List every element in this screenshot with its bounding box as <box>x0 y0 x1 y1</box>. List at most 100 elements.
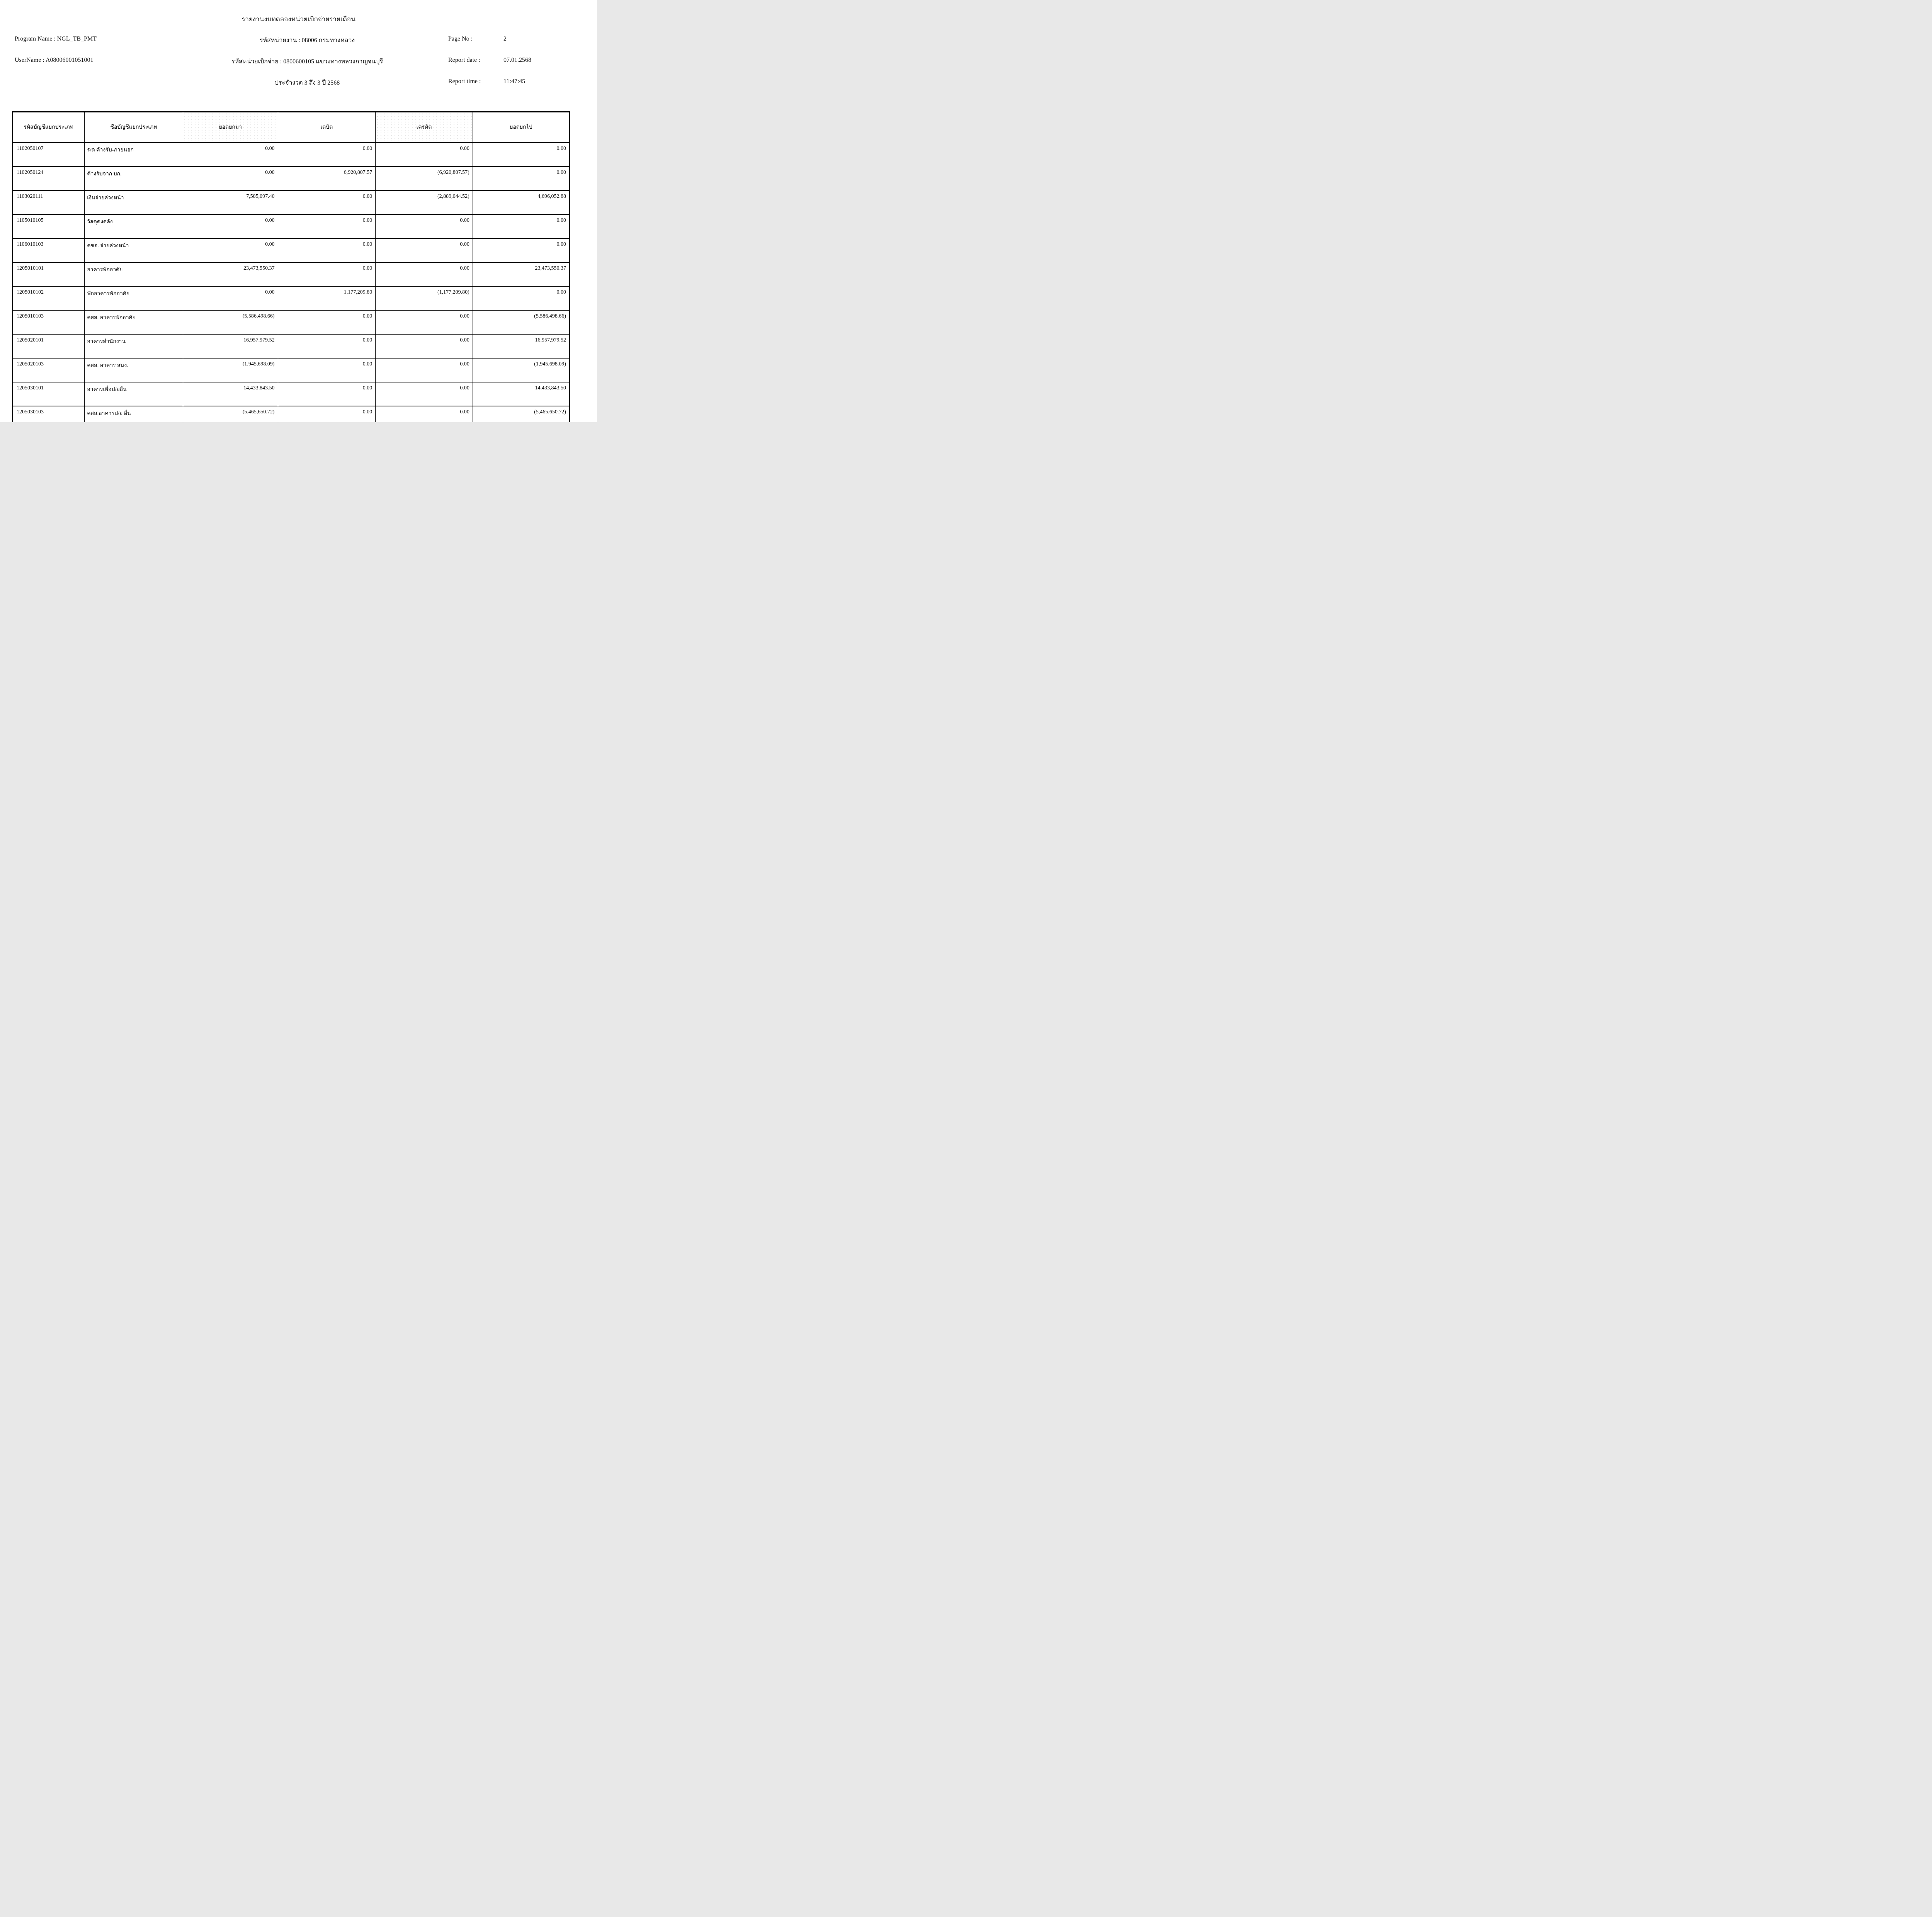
account-name-cell: ร/ด ค้างรับ-ภายนอก <box>84 142 183 167</box>
report-date-label: Report date : <box>448 57 480 63</box>
report-time-label: Report time : <box>448 78 481 85</box>
account-name-cell: คสส. อาคารพักอาศัย <box>84 310 183 335</box>
closing-balance-cell: 0.00 <box>472 214 570 239</box>
table-row: 1105010105 วัสดุคงคลัง 0.00 0.00 0.00 0.00 <box>12 214 570 239</box>
agency-code-line: รหัสหน่วยงาน : 08006 กรมทางหลวง <box>259 37 355 44</box>
credit-cell: 0.00 <box>375 310 473 335</box>
debit-cell: 0.00 <box>277 214 376 239</box>
credit-cell: 0.00 <box>375 406 473 422</box>
account-name-cell: อาคารสำนักงาน <box>84 334 183 359</box>
opening-balance-cell: 0.00 <box>182 214 278 239</box>
debit-cell: 0.00 <box>277 334 376 359</box>
col-header-opening-balance: ยอดยกมา <box>182 111 278 143</box>
page-no-label: Page No : <box>448 36 473 42</box>
opening-balance-cell: 7,585,097.40 <box>182 190 278 215</box>
period-line: ประจำงวด 3 ถึง 3 ปี 2568 <box>274 80 340 86</box>
closing-balance-cell: 4,696,052.88 <box>472 190 570 215</box>
debit-cell: 0.00 <box>277 142 376 167</box>
debit-cell: 0.00 <box>277 262 376 287</box>
opening-balance-cell: 0.00 <box>182 142 278 167</box>
closing-balance-cell: (5,586,498.66) <box>472 310 570 335</box>
table-row: 1102050107 ร/ด ค้างรับ-ภายนอก 0.00 0.00 0.00… <box>12 142 570 167</box>
debit-cell: 0.00 <box>277 382 376 406</box>
account-code-cell: 1105010105 <box>12 214 85 239</box>
page-no-value: 2 <box>503 36 507 42</box>
table-header-row: รหัสบัญชีแยกประเภท ชื่อบัญชีแยกประเภท ยอ… <box>12 111 570 143</box>
account-code-cell: 1205020101 <box>12 334 85 359</box>
credit-cell: 0.00 <box>375 238 473 263</box>
closing-balance-cell: 14,433,843.50 <box>472 382 570 406</box>
opening-balance-cell: (1,945,698.09) <box>182 358 278 382</box>
debit-cell: 0.00 <box>277 406 376 422</box>
credit-cell: 0.00 <box>375 334 473 359</box>
account-code-cell: 1205010101 <box>12 262 85 287</box>
credit-cell: (2,889,044.52) <box>375 190 473 215</box>
account-name-cell: คสส.อาคารป/ย อื่น <box>84 406 183 422</box>
trial-balance-table: รหัสบัญชีแยกประเภท ชื่อบัญชีแยกประเภท ยอ… <box>12 111 570 422</box>
closing-balance-cell: 0.00 <box>472 238 570 263</box>
col-header-credit: เครดิต <box>375 111 473 143</box>
debit-cell: 0.00 <box>277 190 376 215</box>
debit-cell: 0.00 <box>277 238 376 263</box>
opening-balance-cell: (5,586,498.66) <box>182 310 278 335</box>
table-row: 1205010101 อาคารพักอาศัย 23,473,550.37 0.00… <box>12 262 570 287</box>
closing-balance-cell: (1,945,698.09) <box>472 358 570 382</box>
closing-balance-cell: 16,957,979.52 <box>472 334 570 359</box>
opening-balance-cell: 14,433,843.50 <box>182 382 278 406</box>
table-row: 1205010102 พักอาคารพักอาศัย 0.00 1,177,209.… <box>12 286 570 311</box>
account-name-cell: คสส. อาคาร สนง. <box>84 358 183 382</box>
account-code-cell: 1102050124 <box>12 167 85 191</box>
opening-balance-cell: 0.00 <box>182 238 278 263</box>
table-body: 1102050107 ร/ด ค้างรับ-ภายนอก 0.00 0.00 0.00… <box>12 142 570 422</box>
table-row: 1102050124 ค้างรับจาก บก. 0.00 6,920,807.57… <box>12 167 570 191</box>
account-code-cell: 1205020103 <box>12 358 85 382</box>
credit-cell: 0.00 <box>375 382 473 406</box>
table-row: 1205030103 คสส.อาคารป/ย อื่น (5,465,650.72… <box>12 406 570 422</box>
credit-cell: 0.00 <box>375 262 473 287</box>
credit-cell: (1,177,209.80) <box>375 286 473 311</box>
account-code-cell: 1205010103 <box>12 310 85 335</box>
col-header-account-name: ชื่อบัญชีแยกประเภท <box>84 111 183 143</box>
opening-balance-cell: 16,957,979.52 <box>182 334 278 359</box>
opening-balance-cell: (5,465,650.72) <box>182 406 278 422</box>
table-row: 1205010103 คสส. อาคารพักอาศัย (5,586,498.6… <box>12 310 570 335</box>
account-name-cell: เงินจ่ายล่วงหน้า <box>84 190 183 215</box>
credit-cell: 0.00 <box>375 142 473 167</box>
report-page: รายงานงบทดลองหน่วยเบิกจ่ายรายเดือน Progr… <box>0 0 597 422</box>
account-code-cell: 1103020111 <box>12 190 85 215</box>
debit-cell: 1,177,209.80 <box>277 286 376 311</box>
report-time-value: 11:47:45 <box>503 78 526 85</box>
opening-balance-cell: 0.00 <box>182 167 278 191</box>
account-name-cell: คชจ. จ่ายล่วงหน้า <box>84 238 183 263</box>
opening-balance-cell: 0.00 <box>182 286 278 311</box>
table-row: 1205020101 อาคารสำนักงาน 16,957,979.52 0.00… <box>12 334 570 359</box>
closing-balance-cell: 0.00 <box>472 286 570 311</box>
table-row: 1103020111 เงินจ่ายล่วงหน้า 7,585,097.40 0.… <box>12 190 570 215</box>
col-header-closing-balance: ยอดยกไป <box>472 111 570 143</box>
account-name-cell: วัสดุคงคลัง <box>84 214 183 239</box>
debit-cell: 0.00 <box>277 310 376 335</box>
debit-cell: 6,920,807.57 <box>277 167 376 191</box>
account-name-cell: อาคารเพื่อป/ยอื่น <box>84 382 183 406</box>
program-name: Program Name : NGL_TB_PMT <box>15 36 97 42</box>
closing-balance-cell: 0.00 <box>472 142 570 167</box>
opening-balance-cell: 23,473,550.37 <box>182 262 278 287</box>
closing-balance-cell: 23,473,550.37 <box>472 262 570 287</box>
closing-balance-cell: (5,465,650.72) <box>472 406 570 422</box>
credit-cell: 0.00 <box>375 214 473 239</box>
account-code-cell: 1205010102 <box>12 286 85 311</box>
username: UserName : A08006001051001 <box>15 57 94 63</box>
credit-cell: 0.00 <box>375 358 473 382</box>
account-code-cell: 1106010103 <box>12 238 85 263</box>
account-name-cell: ค้างรับจาก บก. <box>84 167 183 191</box>
account-name-cell: พักอาคารพักอาศัย <box>84 286 183 311</box>
debit-cell: 0.00 <box>277 358 376 382</box>
col-header-debit: เดบิต <box>277 111 376 143</box>
account-name-cell: อาคารพักอาศัย <box>84 262 183 287</box>
report-date-value: 07.01.2568 <box>503 57 531 63</box>
table-row: 1205020103 คสส. อาคาร สนง. (1,945,698.09) 0… <box>12 358 570 382</box>
account-code-cell: 1102050107 <box>12 142 85 167</box>
report-title: รายงานงบทดลองหน่วยเบิกจ่ายรายเดือน <box>242 15 355 23</box>
disbursement-unit-line: รหัสหน่วยเบิกจ่าย : 0800600105 แขวงทางหล… <box>231 58 383 65</box>
table-row: 1205030101 อาคารเพื่อป/ยอื่น 14,433,843.50… <box>12 382 570 406</box>
